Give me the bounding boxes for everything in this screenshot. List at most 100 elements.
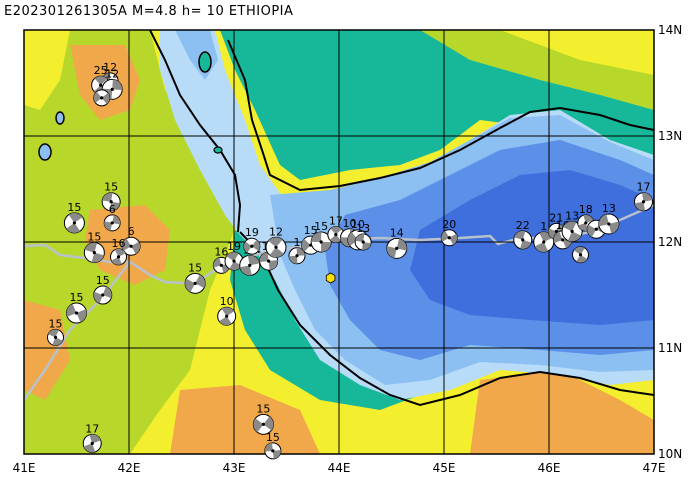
event-center-dot [542,240,546,244]
island-1 [198,51,212,73]
lon-tick-label: 45E [433,461,456,475]
event-marker: 17 [634,181,653,212]
event-marker [93,89,111,107]
event-center-dot [109,200,113,204]
lat-tick-label: 12N [658,235,682,249]
event-depth-label: 15 [70,291,84,304]
event-compression-quadrant [122,238,141,254]
event-marker: 15 [101,181,121,212]
event-marker: 22 [513,219,533,250]
event-depth-label: 21 [549,211,563,224]
event-center-dot [261,422,265,426]
event-depth-label: 1 [294,236,301,249]
island-4 [213,146,223,154]
event-center-dot [641,200,646,204]
event-center-dot [361,240,365,244]
event-depth-label: 20 [442,218,456,231]
event-center-dot [129,244,133,248]
lat-tick-label: 10N [658,447,682,461]
event-center-dot [110,87,114,91]
coastline-west [149,30,242,233]
event-marker: 20 [440,218,458,247]
event-depth-label: 15 [304,224,318,237]
event-center-dot [267,259,271,263]
event-depth-label: 17 [85,422,99,435]
event-center-dot [584,221,588,225]
event-center-dot [74,311,79,315]
event-marker: 15 [310,220,332,253]
event-depth-label: 16 [112,237,126,250]
event-compression-quadrant [514,230,532,249]
event-compression-quadrant [573,246,588,263]
lon-tick-label: 41E [13,461,36,475]
event-marker: 15 [47,317,64,346]
event-depth-label: 6 [128,225,135,238]
island-2 [38,143,52,161]
event-center-dot [447,236,451,240]
event-depth-label: 19 [245,226,259,239]
land-plain-nw [24,30,70,110]
land-highland-se [470,370,654,454]
event-depth-label: 15 [96,274,110,287]
event-center-dot [250,244,254,248]
event-center-dot [225,314,229,318]
event-depth-label: 18 [579,203,593,216]
event-depth-label: 14 [390,226,404,239]
event-depth-label: 1 [540,220,547,233]
map-title: E202301261305A M=4.8 h= 10 ETHIOPIA [4,4,294,19]
event-depth-label: 15 [87,231,101,244]
event-center-dot [219,263,223,267]
event-marker: 15 [93,274,113,305]
land-plain-ne2 [500,30,654,75]
event-compression-quadrant [102,192,121,211]
event-depth-label: 15 [266,431,280,444]
event-marker: 1 [288,236,306,265]
event-center-dot [101,293,105,297]
event-marker [572,246,589,264]
event-compression-quadrant [441,230,458,245]
event-depth-label: 16 [214,245,228,258]
event-center-dot [594,227,598,231]
event-marker: 6 [103,203,121,232]
event-marker: 21 [547,211,565,240]
event-compression-quadrant [578,214,594,231]
event-depth-label: 22 [516,219,530,232]
event-depth-label: 6 [109,203,116,216]
event-center-dot [578,253,583,257]
event-center-dot [561,238,565,242]
event-marker: 15 [184,261,206,294]
event-depth-label: 10 [220,295,234,308]
event-depth-label: 15 [104,181,118,194]
event-depth-label: 15 [188,261,202,274]
lat-tick-label: 13N [658,129,682,143]
event-depth-label: 17 [637,181,651,194]
event-center-dot [521,238,525,242]
event-depth-label: 15 [314,220,328,233]
event-center-dot [72,221,76,225]
event-depth-label: 12 [103,61,117,74]
event-marker: 12 [265,225,287,258]
event-marker: 13 [561,209,583,242]
event-marker: 19 [243,226,261,255]
land-highland-s [170,385,320,454]
event-center-dot [232,259,236,263]
event-depth-label: 15 [49,317,63,330]
map-frame [23,29,655,455]
event-compression-quadrant [355,234,372,250]
lon-tick-label: 44E [328,461,351,475]
event-marker: 17 [82,422,102,453]
event-marker: 17 [327,215,345,244]
events-layer: 1225121515661516151515171516191319141211… [47,61,653,460]
event-marker: 1 [533,220,555,253]
event-marker: 13 [354,222,372,251]
event-center-dot [110,221,114,225]
event-marker: 15 [264,431,282,460]
sea-deep [410,170,654,325]
axis-labels: 41E 42E 43E 44E 45E 46E 47E 14N 13N 12N 11N 10N [13,23,683,475]
event-compression-quadrant [634,192,653,211]
event-marker: 15 [63,201,85,234]
event-marker: 16 [110,237,127,266]
event-depth-label: 15 [67,201,81,214]
event-marker: 15 [83,231,105,264]
event-depth-label: 25 [94,64,108,77]
